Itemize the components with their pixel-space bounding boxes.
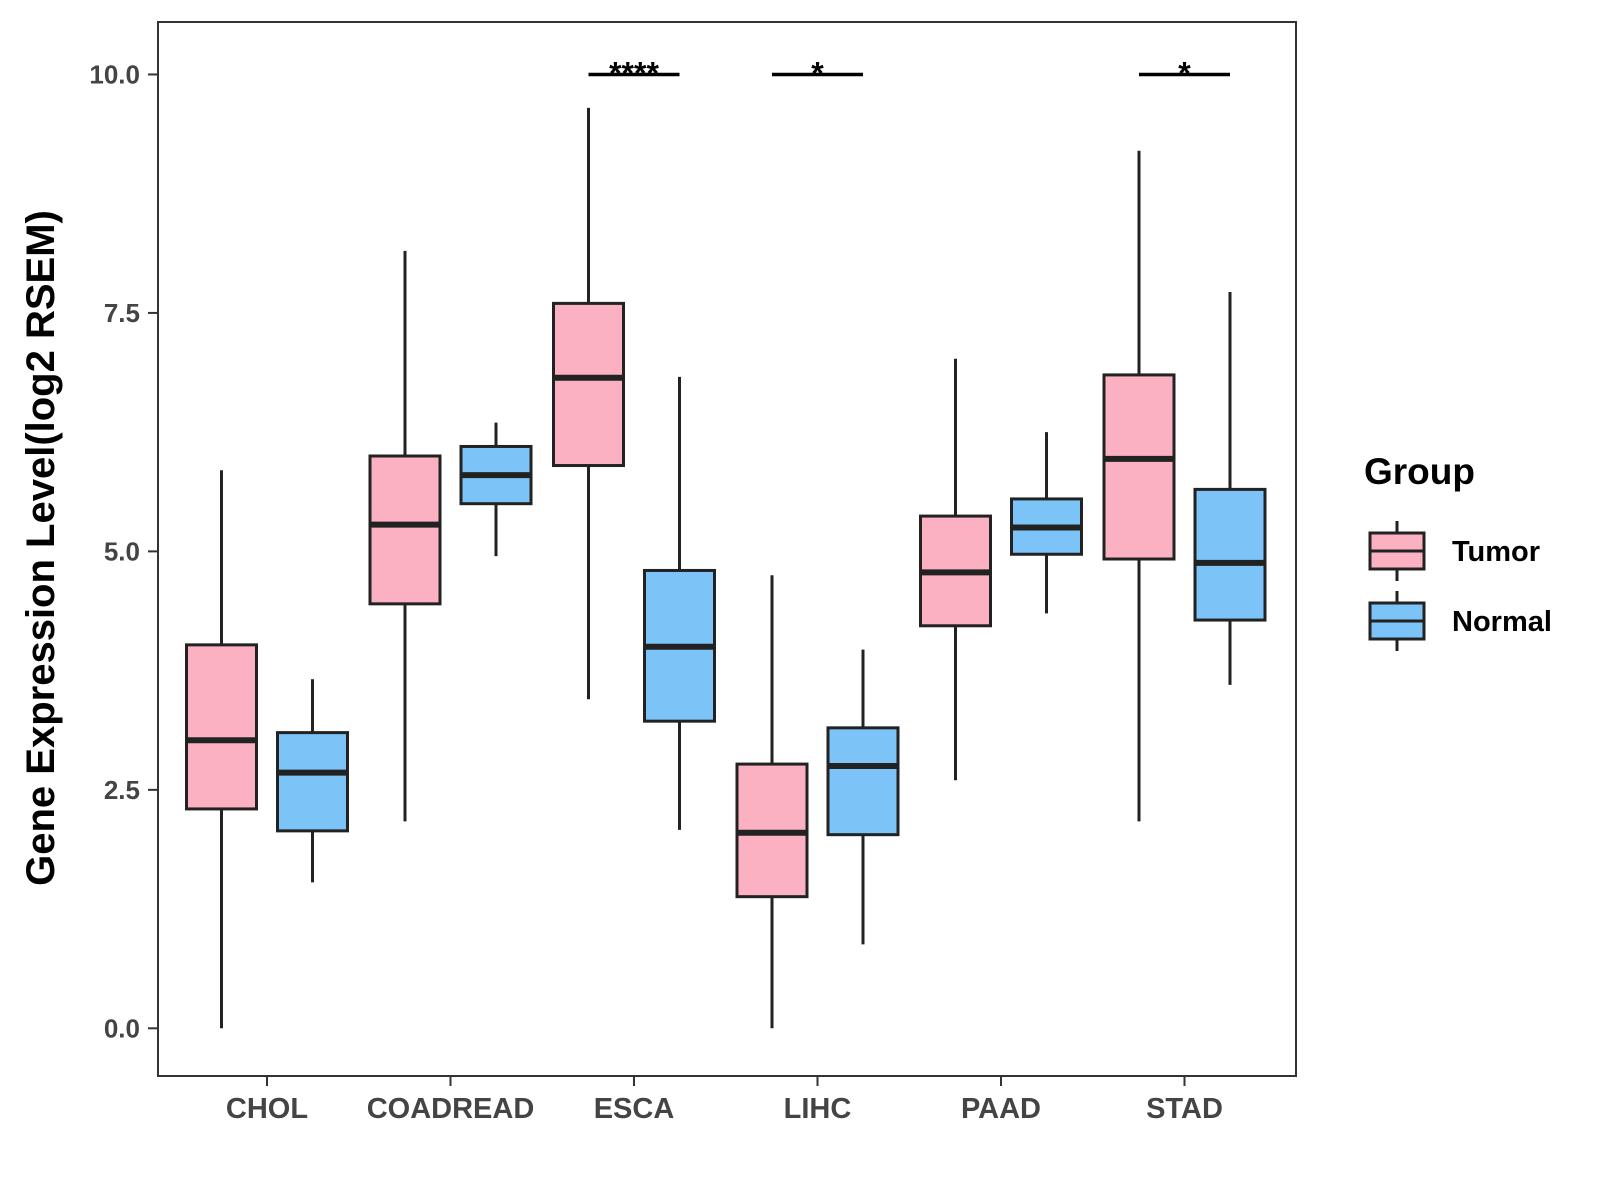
significance-annotations: **** * * (588, 55, 1230, 91)
significance-esca: **** (588, 55, 680, 91)
x-axis: CHOL COADREAD ESCA LIHC PAAD STAD (226, 1076, 1223, 1125)
box-series (185, 107, 1267, 1029)
legend-title: Group (1364, 451, 1475, 492)
box-tumor-paad (919, 358, 992, 781)
box-tumor-lihc (735, 575, 809, 1029)
y-axis-label: Gene Expression Level(log2 RSEM) (19, 210, 63, 886)
box-normal-coadread (459, 422, 533, 557)
legend-label-normal: Normal (1452, 606, 1552, 638)
y-axis: 0.0 2.5 5.0 7.5 10.0 (89, 59, 158, 1043)
plot-panel-border (157, 21, 1297, 1077)
legend-keys: Tumor Normal (1368, 521, 1552, 651)
x-tick-label-lihc: LIHC (784, 1093, 852, 1125)
significance-stad: * (1139, 55, 1230, 91)
x-tick-label-chol: CHOL (226, 1093, 308, 1125)
box-normal-paad (1010, 432, 1083, 614)
box-normal-lihc (826, 649, 900, 945)
x-tick-label-paad: PAAD (961, 1093, 1041, 1125)
x-tick-label-esca: ESCA (594, 1093, 675, 1125)
significance-label: * (1178, 55, 1191, 91)
y-tick-label: 10.0 (89, 59, 140, 89)
significance-label: **** (609, 55, 659, 91)
y-tick-label: 0.0 (104, 1013, 140, 1043)
y-tick-label: 7.5 (104, 298, 140, 328)
legend-entry-tumor: Tumor (1368, 521, 1540, 581)
significance-lihc: * (772, 55, 863, 91)
x-tick-label-coadread: COADREAD (367, 1093, 535, 1125)
box-iqr (826, 726, 900, 837)
significance-label: * (811, 55, 824, 91)
box-tumor-esca (552, 107, 625, 700)
legend-label-tumor: Tumor (1452, 536, 1540, 568)
y-tick-label: 5.0 (104, 536, 140, 566)
box-iqr (1193, 487, 1267, 622)
box-iqr (368, 454, 442, 606)
box-tumor-coadread (368, 250, 442, 822)
box-normal-esca (643, 376, 716, 830)
legend: Group Tumor Normal (1364, 451, 1552, 651)
box-tumor-chol (185, 470, 258, 1029)
box-iqr (185, 643, 258, 811)
y-tick-label: 2.5 (104, 775, 140, 805)
box-tumor-stad (1102, 150, 1176, 822)
box-iqr (1102, 373, 1176, 561)
box-iqr (276, 731, 349, 833)
box-iqr (552, 301, 625, 468)
box-normal-stad (1193, 291, 1267, 685)
box-normal-chol (276, 679, 349, 883)
x-tick-label-stad: STAD (1146, 1093, 1223, 1125)
legend-entry-normal: Normal (1368, 591, 1552, 651)
